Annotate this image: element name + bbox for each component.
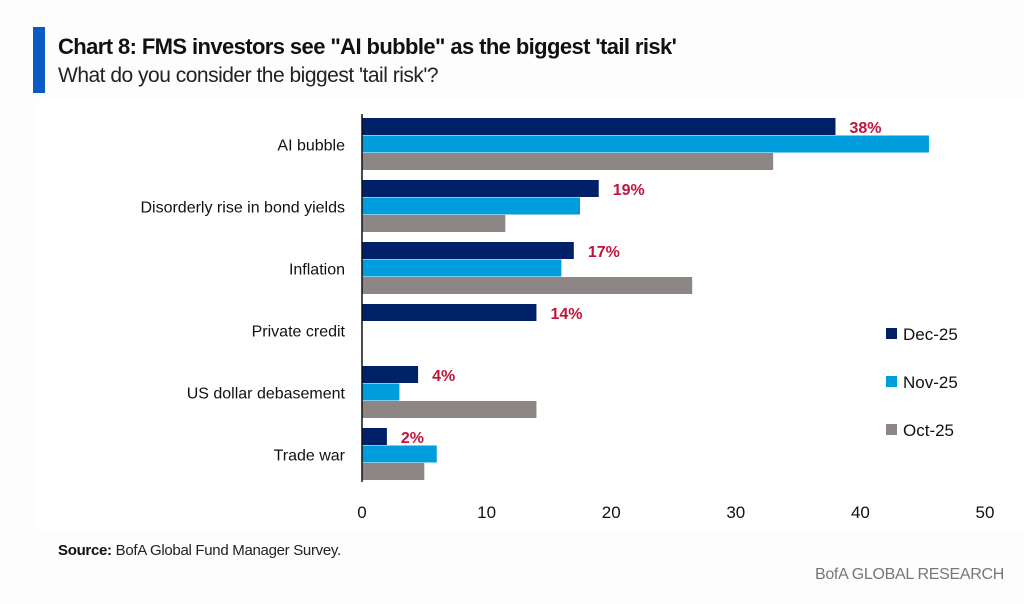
category-label: Disorderly rise in bond yields [140, 199, 345, 216]
legend-label: Dec-25 [903, 325, 958, 344]
chart-title: Chart 8: FMS investors see "AI bubble" a… [58, 34, 677, 59]
data-label: 17% [588, 244, 620, 261]
bar-oct-25-2 [362, 277, 693, 294]
bar-dec-25-3 [362, 304, 537, 321]
category-label: US dollar debasement [187, 385, 346, 402]
bar-nov-25-2 [362, 259, 562, 277]
x-tick-label: 10 [477, 503, 496, 522]
chart-subtitle: What do you consider the biggest 'tail r… [58, 64, 439, 87]
bar-oct-25-4 [362, 401, 537, 418]
bar-dec-25-5 [362, 428, 387, 445]
legend-swatch-nov-25 [886, 376, 897, 387]
legend-label: Oct-25 [903, 421, 954, 440]
legend-swatch-dec-25 [886, 328, 897, 339]
bar-oct-25-0 [362, 153, 774, 170]
source-text: BofA Global Fund Manager Survey. [111, 542, 342, 559]
x-tick-label: 0 [357, 503, 366, 522]
x-tick-label: 20 [602, 503, 621, 522]
bar-nov-25-5 [362, 445, 437, 463]
x-tick-label: 40 [851, 503, 870, 522]
category-label: Private credit [252, 323, 346, 340]
bar-nov-25-1 [362, 197, 581, 215]
legend-swatch-oct-25 [886, 424, 897, 435]
source-note: Source: BofA Global Fund Manager Survey. [58, 542, 341, 559]
x-tick-label: 30 [726, 503, 745, 522]
bar-nov-25-0 [362, 135, 929, 153]
bar-oct-25-5 [362, 463, 425, 480]
data-label: 14% [550, 306, 582, 323]
brand-logo-text: BofA GLOBAL RESEARCH [814, 566, 1004, 583]
data-label: 4% [432, 368, 455, 385]
bar-dec-25-4 [362, 366, 419, 383]
category-label: Inflation [289, 261, 345, 278]
title-accent-bar [33, 27, 45, 93]
bar-oct-25-1 [362, 215, 506, 232]
bar-dec-25-0 [362, 118, 836, 135]
category-label: Trade war [274, 447, 346, 464]
x-tick-label: 50 [976, 503, 995, 522]
data-label: 38% [849, 120, 881, 137]
legend-label: Nov-25 [903, 373, 958, 392]
data-label: 2% [401, 430, 424, 447]
bar-nov-25-4 [362, 383, 400, 401]
bar-dec-25-2 [362, 242, 574, 259]
source-label: Source: [58, 542, 112, 559]
category-label: AI bubble [277, 137, 345, 154]
data-label: 19% [613, 182, 645, 199]
bar-dec-25-1 [362, 180, 599, 197]
